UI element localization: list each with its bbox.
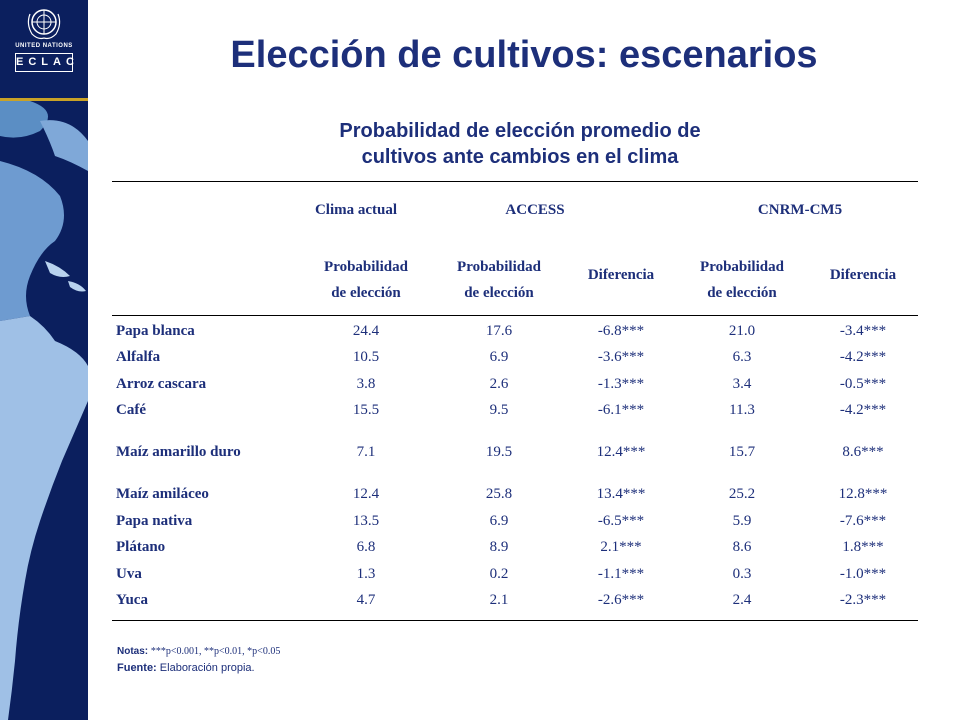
cell-current: 24.4 — [352, 323, 380, 339]
page-title: Elección de cultivos: escenarios — [230, 34, 818, 76]
row-label: Plátano — [116, 539, 166, 555]
cell-cnrm-prob: 8.6 — [732, 539, 752, 555]
row-label: Arroz cascara — [116, 376, 207, 392]
cell-cnrm-prob: 3.4 — [732, 376, 752, 392]
cell-cnrm-diff: -2.3*** — [839, 592, 887, 608]
row-label: Yuca — [116, 592, 148, 608]
sidebar-divider — [0, 98, 88, 101]
table-source: Fuente: Elaboración propia. — [117, 662, 255, 674]
subheader-cnrm-prob: Probabilidad de elección — [700, 259, 784, 301]
row-label: Uva — [116, 566, 142, 582]
subheader-cnrm-diff: Diferencia — [829, 267, 897, 283]
cell-cnrm-prob: 25.2 — [728, 486, 756, 502]
cell-access-prob: 19.5 — [485, 444, 513, 460]
cell-current: 6.8 — [356, 539, 376, 555]
un-emblem-icon — [27, 9, 61, 40]
eclac-logo: ECLAC — [15, 53, 74, 72]
cell-cnrm-prob: 0.3 — [732, 566, 752, 582]
cell-access-diff: -6.1*** — [597, 402, 645, 418]
table-header-rule — [112, 315, 918, 316]
group-header-access: ACCESS — [505, 202, 565, 218]
cell-cnrm-diff: -3.4*** — [839, 323, 887, 339]
cell-current: 1.3 — [356, 566, 376, 582]
subheader-current-prob: Probabilidad de elección — [324, 259, 408, 301]
table-top-rule — [112, 181, 918, 182]
row-label: Café — [116, 402, 146, 418]
cell-access-prob: 25.8 — [485, 486, 513, 502]
cell-access-prob: 6.9 — [489, 349, 509, 365]
row-label: Maíz amiláceo — [116, 486, 209, 502]
cell-current: 10.5 — [352, 349, 380, 365]
source-text: Elaboración propia. — [159, 662, 255, 674]
row-label: Papa blanca — [116, 323, 195, 339]
cell-access-diff: -6.5*** — [597, 513, 645, 529]
cell-current: 12.4 — [352, 486, 380, 502]
sidebar: United Nations ECLAC — [0, 0, 88, 720]
cell-access-prob: 2.6 — [489, 376, 509, 392]
row-label: Maíz amarillo duro — [116, 444, 241, 460]
notes-label: Notas: — [117, 646, 149, 657]
cell-cnrm-prob: 2.4 — [732, 592, 752, 608]
cell-cnrm-prob: 21.0 — [728, 323, 756, 339]
cell-current: 15.5 — [352, 402, 380, 418]
cell-access-diff: -6.8*** — [597, 323, 645, 339]
cell-access-prob: 8.9 — [489, 539, 509, 555]
subheader-access-diff: Diferencia — [587, 267, 655, 283]
cell-cnrm-diff: -4.2*** — [839, 402, 887, 418]
cell-cnrm-prob: 15.7 — [728, 444, 756, 460]
cell-cnrm-prob: 6.3 — [732, 349, 752, 365]
table-caption-line1: Probabilidad de elección promedio de — [339, 120, 701, 142]
cell-access-prob: 9.5 — [489, 402, 509, 418]
sidebar-header: United Nations ECLAC — [0, 0, 88, 98]
cell-cnrm-diff: -1.0*** — [839, 566, 887, 582]
row-label: Papa nativa — [116, 513, 193, 529]
cell-access-diff: 12.4*** — [596, 444, 646, 460]
cell-access-prob: 0.2 — [489, 566, 509, 582]
americas-map-icon — [0, 101, 88, 720]
cell-access-diff: -3.6*** — [597, 349, 645, 365]
cell-access-diff: -1.1*** — [597, 566, 645, 582]
cell-current: 3.8 — [356, 376, 376, 392]
table-caption-line2: cultivos ante cambios en el clima — [361, 146, 679, 168]
un-label: United Nations — [15, 43, 73, 49]
cell-cnrm-prob: 11.3 — [729, 402, 755, 418]
source-label: Fuente: — [117, 662, 157, 674]
cell-access-prob: 2.1 — [489, 592, 509, 608]
notes-text: ***p<0.001, **p<0.01, *p<0.05 — [150, 646, 281, 657]
cell-current: 4.7 — [356, 592, 376, 608]
cell-cnrm-diff: 1.8*** — [842, 539, 884, 555]
cell-cnrm-diff: -0.5*** — [839, 376, 887, 392]
group-header-cnrm: CNRM-CM5 — [757, 202, 843, 218]
cell-access-diff: 13.4*** — [596, 486, 646, 502]
cell-access-diff: -2.6*** — [597, 592, 645, 608]
row-label: Alfalfa — [116, 349, 161, 365]
cell-current: 13.5 — [352, 513, 380, 529]
group-header-clima-actual: Clima actual — [314, 202, 398, 218]
cell-access-prob: 6.9 — [489, 513, 509, 529]
cell-cnrm-diff: 12.8*** — [838, 486, 888, 502]
cell-cnrm-diff: -4.2*** — [839, 349, 887, 365]
table-caption: Probabilidad de elección promedio de cul… — [260, 118, 780, 170]
cell-current: 7.1 — [356, 444, 376, 460]
cell-access-diff: 2.1*** — [600, 539, 642, 555]
cell-access-prob: 17.6 — [485, 323, 513, 339]
cell-cnrm-diff: 8.6*** — [842, 444, 884, 460]
cell-cnrm-diff: -7.6*** — [839, 513, 887, 529]
table-notes: Notas: ***p<0.001, **p<0.01, *p<0.05 — [117, 646, 280, 657]
cell-cnrm-prob: 5.9 — [732, 513, 752, 529]
cell-access-diff: -1.3*** — [597, 376, 645, 392]
table-bottom-rule — [112, 620, 918, 621]
subheader-access-prob: Probabilidad de elección — [457, 259, 541, 301]
